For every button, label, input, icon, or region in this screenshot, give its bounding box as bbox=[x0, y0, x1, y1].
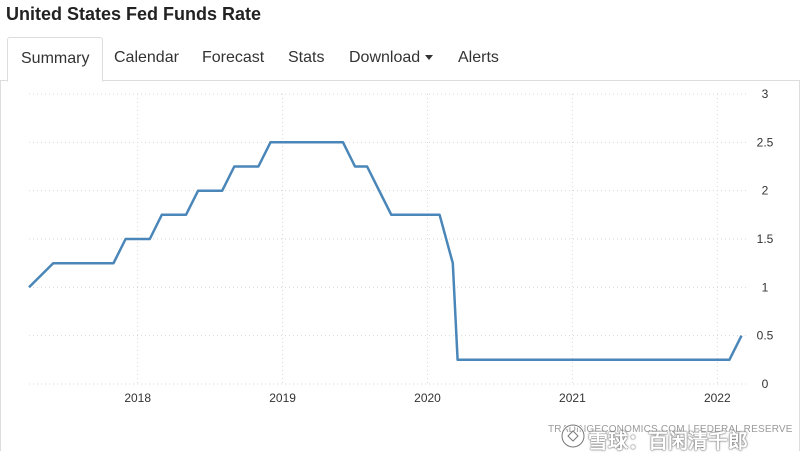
x-tick-label: 2021 bbox=[559, 391, 586, 405]
y-tick-label: 2.5 bbox=[757, 135, 774, 149]
x-tick-label: 2020 bbox=[414, 391, 441, 405]
tab-calendar[interactable]: Calendar bbox=[114, 49, 179, 66]
tab-summary[interactable]: Summary bbox=[7, 37, 104, 82]
tab-alerts[interactable]: Alerts bbox=[458, 49, 499, 66]
y-tick-label: 0.5 bbox=[757, 329, 774, 343]
tab-download-label: Download bbox=[349, 49, 421, 66]
chart-panel: 0 0.5 1 1.5 2 2.5 3 2018 2019 2020 2021 2022 bbox=[0, 81, 800, 451]
watermark-overlay-text: 雪球：百闲清千郎 bbox=[588, 431, 748, 453]
y-tick-label: 2 bbox=[762, 184, 769, 198]
tab-stats[interactable]: Stats bbox=[288, 49, 325, 66]
tab-bar: Summary Calendar Forecast Stats Download… bbox=[0, 37, 800, 82]
chevron-down-icon bbox=[425, 55, 434, 61]
x-tick-label: 2018 bbox=[124, 391, 151, 405]
y-tick-label: 3 bbox=[762, 87, 769, 101]
fed-funds-chart: 0 0.5 1 1.5 2 2.5 3 2018 2019 2020 2021 2022 bbox=[28, 87, 774, 405]
page-title: United States Fed Funds Rate bbox=[6, 4, 262, 24]
y-tick-label: 1 bbox=[762, 280, 769, 294]
tab-forecast[interactable]: Forecast bbox=[202, 49, 265, 66]
x-tick-label: 2019 bbox=[269, 391, 296, 405]
x-tick-label: 2022 bbox=[704, 391, 731, 405]
y-tick-label: 0 bbox=[762, 377, 769, 391]
source-watermark: TRADINGECONOMICS.COM | FEDERAL RESERVE bbox=[548, 424, 793, 435]
tab-download[interactable]: Download bbox=[336, 37, 446, 81]
series-line bbox=[28, 141, 743, 362]
snowball-logo-icon bbox=[560, 423, 586, 449]
y-tick-label: 1.5 bbox=[757, 232, 774, 246]
